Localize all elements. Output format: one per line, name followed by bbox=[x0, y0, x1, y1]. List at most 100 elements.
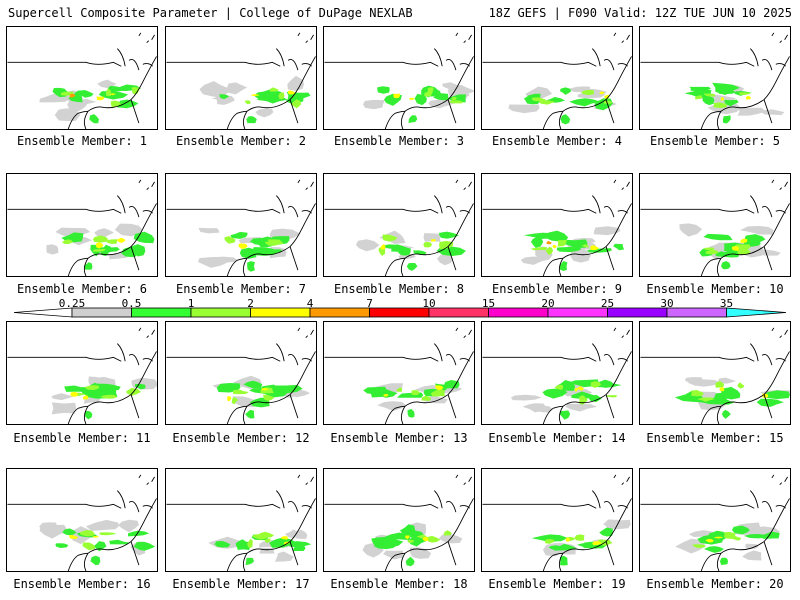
scp-shading bbox=[133, 541, 156, 551]
scp-shading bbox=[557, 239, 568, 247]
us-mexico-border bbox=[226, 552, 247, 571]
ensemble-member-map bbox=[481, 468, 633, 572]
scp-shading bbox=[731, 525, 750, 535]
ensemble-member-map bbox=[323, 468, 475, 572]
scp-shading bbox=[68, 92, 83, 103]
great-lakes-outline bbox=[749, 490, 786, 513]
scp-shading bbox=[110, 100, 122, 108]
scp-shading bbox=[719, 387, 725, 392]
scp-shading bbox=[243, 380, 263, 389]
scp-shading bbox=[439, 240, 454, 250]
scp-shading bbox=[574, 534, 585, 541]
coastline bbox=[83, 351, 157, 424]
member-caption: Ensemble Member: 8 bbox=[333, 282, 465, 296]
ensemble-member-map bbox=[165, 173, 317, 277]
scp-shading bbox=[261, 387, 269, 391]
scp-shading bbox=[532, 97, 546, 102]
scp-shading bbox=[613, 243, 625, 251]
us-mexico-border bbox=[226, 257, 247, 276]
island-outline bbox=[613, 179, 630, 191]
scp-shading bbox=[679, 223, 703, 237]
scp-shading bbox=[219, 94, 230, 100]
ensemble-member-map bbox=[323, 321, 475, 425]
scp-shading bbox=[393, 93, 400, 99]
scp-shading bbox=[742, 550, 762, 561]
colorbar-tick-label: 25 bbox=[600, 297, 615, 310]
coastline bbox=[558, 498, 632, 571]
scp-shading bbox=[67, 99, 88, 112]
member-caption: Ensemble Member: 3 bbox=[333, 134, 465, 148]
scp-shading bbox=[265, 241, 276, 246]
scp-shading bbox=[269, 537, 298, 548]
scp-shading bbox=[530, 247, 548, 251]
scp-shading bbox=[406, 262, 418, 271]
colorbar-segment bbox=[428, 307, 489, 318]
colorbar-tick-label: 7 bbox=[366, 297, 373, 310]
scp-shading bbox=[592, 541, 602, 546]
scp-shading bbox=[426, 535, 441, 543]
great-lakes-outline bbox=[275, 48, 312, 71]
scp-shading bbox=[562, 239, 588, 249]
scp-shading bbox=[383, 550, 404, 560]
scp-shading bbox=[278, 92, 285, 100]
scp-shading bbox=[380, 244, 386, 250]
scp-shading bbox=[556, 246, 581, 253]
great-lakes-outline bbox=[591, 48, 628, 71]
scp-shading bbox=[530, 237, 544, 248]
us-canada-border bbox=[7, 503, 122, 509]
scp-shading bbox=[280, 536, 288, 540]
colorbar-segment bbox=[607, 307, 668, 318]
great-lakes-outline bbox=[433, 343, 470, 366]
scp-shading bbox=[405, 556, 415, 567]
us-canada-border bbox=[324, 356, 439, 362]
scp-shading bbox=[745, 95, 752, 100]
coastline bbox=[400, 498, 474, 571]
scp-shading bbox=[603, 519, 631, 529]
scp-shading bbox=[133, 231, 155, 244]
us-canada-border bbox=[166, 356, 281, 362]
scp-shading bbox=[231, 396, 239, 405]
us-canada-border bbox=[482, 356, 597, 362]
scp-shading bbox=[79, 530, 95, 537]
great-lakes-outline bbox=[591, 343, 628, 366]
map-canvas bbox=[324, 327, 474, 424]
scp-shading bbox=[82, 395, 89, 400]
us-canada-border bbox=[482, 61, 597, 67]
island-outline bbox=[138, 32, 155, 44]
colorbar-segment bbox=[547, 307, 608, 318]
us-mexico-border bbox=[67, 405, 88, 424]
member-caption: Ensemble Member: 15 bbox=[646, 431, 784, 445]
scp-shading bbox=[731, 246, 739, 251]
us-canada-border bbox=[324, 503, 439, 509]
scp-shading bbox=[99, 532, 117, 536]
colorbar-tick-label: 2 bbox=[247, 297, 254, 310]
island-outline bbox=[771, 327, 788, 339]
map-canvas bbox=[324, 474, 474, 571]
colorbar-tick-label: 0.25 bbox=[58, 297, 86, 310]
scp-shading bbox=[737, 382, 745, 389]
scp-shading bbox=[55, 543, 69, 549]
great-lakes-outline bbox=[275, 343, 312, 366]
scp-shading bbox=[438, 231, 460, 239]
scp-shading bbox=[214, 540, 231, 548]
scp-shading bbox=[599, 91, 605, 95]
scp-shading bbox=[581, 244, 589, 248]
scp-shading bbox=[89, 114, 99, 124]
colorbar-segment bbox=[250, 307, 311, 318]
scp-shading bbox=[569, 98, 601, 107]
great-lakes-outline bbox=[591, 490, 628, 513]
scp-shading bbox=[715, 381, 725, 388]
scp-shading bbox=[722, 115, 731, 124]
scp-shading bbox=[720, 260, 731, 270]
us-canada-border bbox=[640, 208, 755, 214]
scp-shading bbox=[560, 114, 571, 125]
scp-shading bbox=[109, 539, 130, 545]
map-canvas bbox=[166, 474, 316, 571]
island-outline bbox=[138, 179, 155, 191]
island-outline bbox=[613, 32, 630, 44]
scp-shading bbox=[720, 386, 741, 400]
scp-shading bbox=[703, 233, 733, 241]
scp-shading bbox=[224, 235, 236, 244]
scp-shading bbox=[754, 249, 781, 256]
scp-shading bbox=[594, 382, 622, 388]
